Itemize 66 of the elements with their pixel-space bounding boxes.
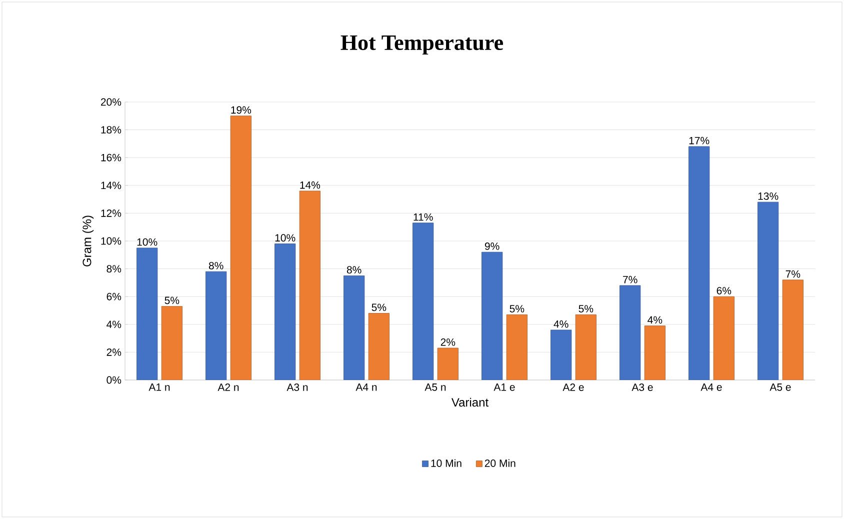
legend-label: 20 Min	[484, 459, 516, 467]
x-tick-label: A4 e	[700, 384, 722, 391]
bar	[506, 314, 528, 380]
bar	[299, 190, 320, 380]
data-label: 10%	[275, 234, 296, 242]
y-tick-label: 6%	[106, 292, 122, 300]
y-tick-label: 20%	[100, 98, 122, 106]
y-tick-label: 0%	[106, 376, 122, 384]
data-label: 5%	[510, 305, 524, 312]
bar	[482, 252, 503, 380]
y-tick-label: 2%	[106, 348, 122, 356]
x-tick-label: A4 n	[356, 384, 377, 391]
data-label: 4%	[648, 316, 662, 324]
x-axis-title: Variant	[451, 398, 488, 407]
data-label: 5%	[578, 305, 594, 312]
bar	[161, 306, 182, 380]
bar	[758, 202, 779, 380]
y-tick-label: 8%	[106, 265, 122, 273]
bar	[412, 222, 434, 380]
data-label: 17%	[689, 136, 710, 144]
data-label: 6%	[716, 286, 732, 294]
data-label: 13%	[758, 192, 778, 200]
bar	[206, 271, 227, 380]
y-tick-label: 4%	[106, 320, 122, 328]
bar	[713, 296, 734, 380]
data-label: 2%	[440, 338, 456, 346]
y-tick-label: 16%	[101, 154, 122, 162]
data-label: 4%	[554, 320, 568, 328]
y-tick-label: 12%	[101, 210, 122, 217]
chart-title: Hot Temperature	[340, 35, 504, 55]
y-tick-label: 14%	[101, 182, 122, 190]
x-tick-label: A1 e	[494, 384, 515, 391]
bar	[136, 248, 158, 380]
bar	[344, 276, 365, 380]
bar	[644, 326, 666, 380]
data-label: 5%	[164, 296, 180, 304]
y-tick-label: 10%	[101, 237, 122, 245]
bar	[550, 330, 572, 380]
x-tick-label: A3 n	[286, 384, 308, 391]
x-tick-label: A2 e	[562, 384, 584, 391]
x-tick-label: A1 n	[148, 384, 170, 391]
x-tick-label: A3 e	[632, 384, 653, 391]
bar	[437, 348, 458, 380]
x-tick-label: A5 e	[770, 384, 791, 391]
data-label: 11%	[414, 213, 433, 221]
bar	[688, 146, 710, 380]
bar	[230, 116, 252, 380]
bar	[620, 285, 641, 380]
bar	[274, 244, 296, 380]
bar	[782, 280, 804, 380]
data-label: 9%	[484, 242, 500, 250]
data-label: 5%	[372, 304, 386, 312]
legend-label: 10 Min	[431, 459, 462, 467]
data-label: 7%	[786, 270, 800, 278]
y-axis-title: Gram (%)	[82, 216, 94, 266]
data-label: 19%	[231, 106, 252, 114]
data-label: 8%	[346, 266, 362, 274]
data-label: 7%	[623, 276, 638, 284]
data-label: 8%	[208, 262, 224, 270]
y-tick-label: 18%	[101, 126, 122, 134]
x-tick-label: A2 n	[218, 384, 239, 391]
data-label: 10%	[137, 238, 158, 246]
bar	[575, 314, 596, 380]
x-tick-label: A5 n	[424, 384, 446, 391]
bar	[368, 313, 390, 380]
data-label: 14%	[300, 181, 320, 189]
